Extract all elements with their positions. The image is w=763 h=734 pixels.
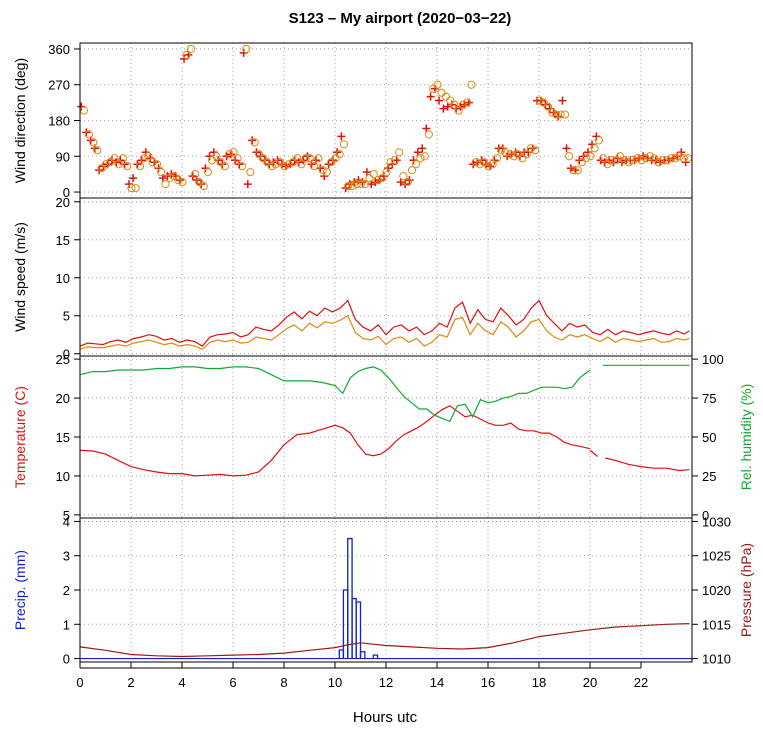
y-tick-label: 15 (56, 430, 70, 445)
wind-direction-point (563, 144, 571, 152)
y2-tick-label: 100 (702, 352, 724, 367)
x-tick-label: 20 (583, 675, 597, 690)
y-axis-label: Wind speed (m/s) (12, 222, 28, 332)
y-tick-label: 3 (63, 549, 70, 564)
panel-2: 0 5 10 15 20 Wind speed (m/s) (12, 195, 692, 362)
x-tick-label: 8 (280, 675, 287, 690)
series-green (80, 365, 689, 421)
y2-axis-label: Rel. humidity (%) (738, 384, 754, 491)
wind-direction-point (340, 141, 347, 148)
wind-direction-point (337, 132, 345, 140)
x-tick-label: 0 (76, 675, 83, 690)
gridlines (80, 198, 692, 356)
y2-tick-label: 25 (702, 469, 716, 484)
gridlines (80, 518, 692, 662)
wind-direction-point (418, 144, 426, 152)
y-tick-label: 25 (56, 352, 70, 367)
wind-direction-point (366, 175, 373, 182)
y-tick-label: 1 (63, 617, 70, 632)
panel-1: 090180270360Wind direction (deg) (12, 42, 692, 200)
gridlines (80, 356, 692, 518)
y-tick-label: 15 (56, 233, 70, 248)
y-tick-label: 180 (48, 114, 70, 129)
y-tick-label: 360 (48, 42, 70, 57)
x-axis: 0 2 4 6 8 10 12 14 16 18 20 22 (76, 662, 648, 690)
y2-tick-label: 1030 (702, 514, 731, 529)
x-tick-label: 10 (328, 675, 342, 690)
wind-direction-point (129, 174, 137, 182)
y-tick-label: 0 (63, 652, 70, 667)
panel-4: 0 1 2 3 4 1010 1015 1020 1025 1030 Precip. (mm) Pre… (12, 514, 754, 666)
wind-direction-point (435, 97, 443, 105)
y-tick-label: 2 (63, 583, 70, 598)
series-line-darkred (80, 624, 689, 657)
x-tick-label: 12 (379, 675, 393, 690)
y2-tick-label: 1020 (702, 583, 731, 598)
wind-direction-point (558, 97, 566, 105)
x-tick-label: 16 (481, 675, 495, 690)
series-line-red (590, 450, 598, 456)
wind-direction-point (565, 153, 572, 160)
wind-direction-point (439, 105, 447, 113)
wind-direction-point (425, 131, 432, 138)
y2-tick-label: 1010 (702, 652, 731, 667)
wind-direction-point (561, 111, 568, 118)
wind-direction-point (442, 93, 449, 100)
y-tick-label: 20 (56, 391, 70, 406)
x-axis-label: Hours utc (353, 709, 418, 726)
y-tick-label: 5 (63, 309, 70, 324)
y2-tick-label: 1025 (702, 549, 731, 564)
x-tick-label: 2 (127, 675, 134, 690)
y-tick-label: 270 (48, 78, 70, 93)
series-red (80, 301, 689, 347)
wind-direction-point (396, 149, 403, 156)
wind-direction-point (247, 169, 254, 176)
series-line-red (80, 301, 689, 347)
wind-direction-point (417, 155, 424, 162)
x-tick-label: 18 (532, 675, 546, 690)
panel-3: 5 10 15 20 25 0 25 50 75 100 Temperature (C) Rel. h… (12, 352, 754, 523)
wind-direction-point (244, 180, 252, 188)
y-tick-label: 10 (56, 469, 70, 484)
x-tick-label: 6 (229, 675, 236, 690)
x-tick-label: 22 (634, 675, 648, 690)
series-darkred (80, 624, 689, 657)
precip-bar (348, 539, 352, 659)
y-tick-label: 20 (56, 195, 70, 210)
x-tick-label: 4 (178, 675, 185, 690)
wind-direction-point (438, 89, 445, 96)
y-tick-label: 4 (63, 514, 70, 529)
precip-bar (361, 652, 365, 659)
series-line-green (80, 367, 590, 422)
x-tick-label: 14 (430, 675, 444, 690)
y2-axis-label: Pressure (hPa) (738, 543, 754, 637)
wind-direction-point (427, 93, 435, 101)
series-line-red (605, 458, 689, 471)
panel-frame (80, 198, 692, 356)
y-tick-label: 90 (56, 149, 70, 164)
series-red (80, 406, 689, 476)
y-axis-label: Temperature (C) (12, 386, 28, 488)
chart-title: S123 – My airport (2020−03−22) (289, 10, 512, 27)
y-axis-label: Precip. (mm) (12, 550, 28, 630)
y2-tick-label: 50 (702, 430, 716, 445)
y2-tick-label: 1015 (702, 617, 731, 632)
y-tick-label: 10 (56, 271, 70, 286)
y-axis-label: Wind direction (deg) (12, 58, 28, 183)
wind-direction-point (447, 97, 454, 104)
y2-tick-label: 75 (702, 391, 716, 406)
chart-layers: 090180270360Wind direction (deg)05101520… (12, 42, 754, 690)
precip-bar (356, 602, 360, 659)
